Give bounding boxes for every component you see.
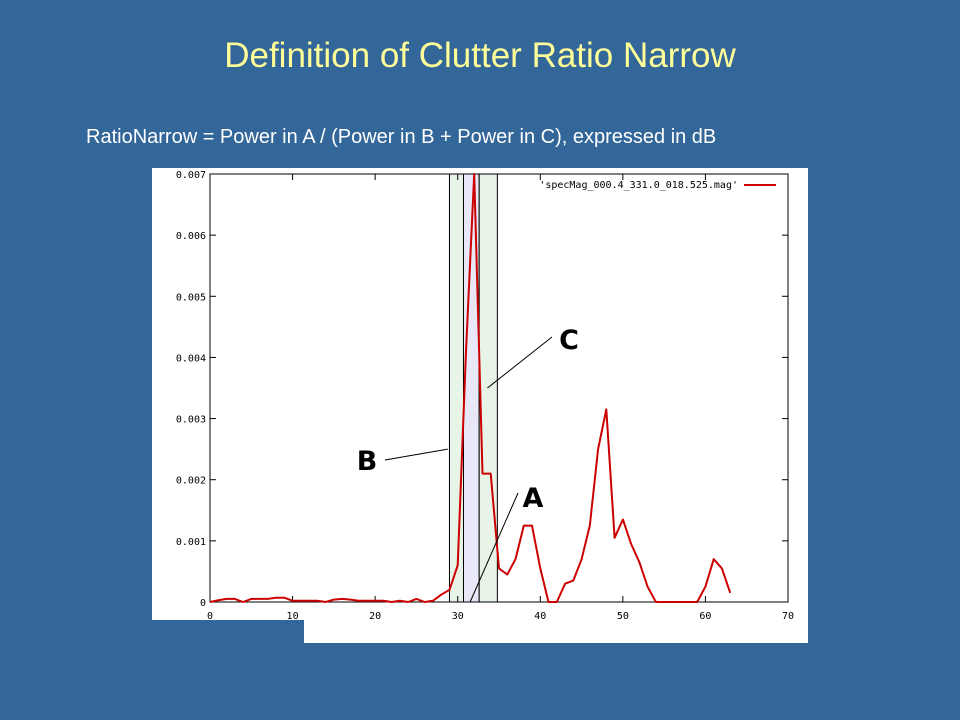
plot-frame — [209, 173, 789, 603]
y-tick-label: 0.004 — [176, 353, 206, 364]
clutter-ratio-formula: RatioNarrow = Power in A / (Power in B +… — [86, 126, 717, 148]
y-tick-label: 0.002 — [176, 476, 206, 487]
y-tick-label: 0.003 — [176, 415, 206, 426]
x-tick-label: 0 — [207, 611, 213, 622]
y-tick-label: 0.006 — [176, 231, 206, 242]
x-tick-label: 10 — [287, 611, 299, 622]
y-tick-label: 0.001 — [176, 537, 206, 548]
x-tick-label: 70 — [782, 611, 794, 622]
x-tick-label: 50 — [617, 611, 629, 622]
plot-background-lower — [304, 618, 808, 643]
x-tick-label: 30 — [452, 611, 464, 622]
series-line-0 — [209, 173, 732, 603]
callout-leader-a — [469, 492, 519, 603]
slide-title: Definition of Clutter Ratio Narrow — [224, 36, 736, 75]
legend-entry-label: 'specMag_000.4_331.0_018.525.mag' — [539, 180, 738, 191]
y-tick-label: 0 — [200, 598, 206, 609]
callout-label-a: A — [523, 483, 546, 514]
axis-ticks: 0 10 20 30 40 50 60 70 0 0.001 0.002 0.003 0.004 0.00… — [176, 170, 794, 622]
y-tick-label: 0.007 — [176, 170, 206, 181]
x-tick-label: 40 — [534, 611, 546, 622]
callout-leader-b — [384, 448, 448, 461]
legend: 'specMag_000.4_331.0_018.525.mag' — [539, 180, 776, 191]
callout-leader-c — [487, 336, 553, 389]
region-callouts: C B A — [357, 325, 581, 603]
integration-regions — [448, 173, 498, 603]
y-tick-label: 0.005 — [176, 292, 206, 303]
x-tick-label: 20 — [369, 611, 381, 622]
region-c — [478, 173, 498, 603]
series-layer — [209, 173, 732, 603]
region-b — [448, 173, 464, 603]
callout-label-c: C — [559, 325, 581, 356]
x-tick-label: 60 — [699, 611, 711, 622]
callout-label-b: B — [357, 446, 380, 477]
